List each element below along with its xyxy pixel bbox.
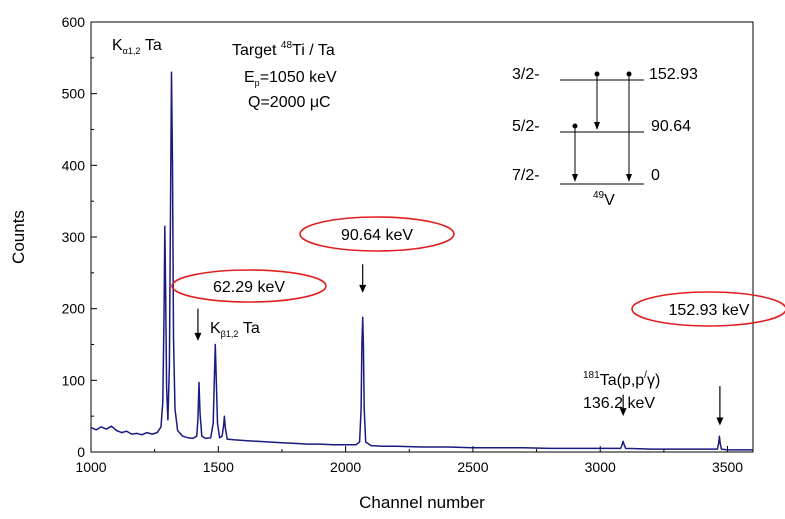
peak-arrows: [194, 264, 724, 426]
x-tick-label: 3500: [712, 459, 743, 475]
peak-62-ellipse: [171, 269, 327, 303]
x-tick-label: 2000: [330, 459, 361, 475]
level-spin-152: 3/2-: [512, 66, 540, 83]
nucleus-label: 49V: [593, 190, 615, 209]
y-tick-label: 300: [62, 229, 86, 245]
spectrum-line: [90, 71, 753, 451]
y-axis-label: Counts: [9, 210, 28, 264]
series-layer: [90, 71, 753, 451]
transition-arrowhead-90-0: [572, 174, 578, 182]
y-tick-label: 500: [62, 86, 86, 102]
x-axis-label: Channel number: [359, 493, 485, 512]
peak-90-ellipse: [299, 216, 455, 252]
reaction-label: 181Ta(p,p/γ): [583, 370, 660, 389]
k-beta-label: Kβ1,2 Ta: [210, 320, 260, 339]
beam-energy-label: Ep=1050 keV: [244, 69, 337, 88]
x-tick-label: 3000: [585, 459, 616, 475]
reaction-energy-label: 136.2 keV: [583, 395, 655, 412]
peak-arrowhead: [619, 408, 627, 417]
level-energy-152: 152.93: [649, 66, 698, 83]
x-tick-label: 1500: [203, 459, 234, 475]
level-spin-90: 5/2-: [512, 118, 540, 135]
y-tick-label: 200: [62, 301, 86, 317]
transition-arrowhead-152-0: [626, 174, 632, 182]
y-tick-label: 0: [77, 444, 85, 460]
level-energy-90: 90.64: [651, 118, 691, 135]
y-tick-label: 600: [62, 14, 86, 30]
transition-arrowhead-152-90: [594, 122, 600, 130]
peak-arrowhead: [359, 284, 367, 293]
peak-62-label: 62.29 keV: [213, 279, 285, 296]
peak-90-label: 90.64 keV: [341, 227, 413, 244]
k-alpha-label: Kα1,2 Ta: [112, 37, 162, 56]
level-scheme: 3/2- 5/2- 7/2- 152.93 90.64 0 49V: [512, 66, 698, 209]
peak-152-label: 152.93 keV: [669, 302, 750, 319]
x-tick-label: 1000: [75, 459, 106, 475]
axis-ticks: 1000 1500 2000 2500 3000 3500 0 100 200 300 400 500…: [62, 14, 744, 475]
level-spin-0: 7/2-: [512, 167, 540, 184]
y-tick-label: 100: [62, 372, 86, 388]
y-tick-label: 400: [62, 157, 86, 173]
peak-arrowhead: [716, 417, 724, 426]
peak-arrowhead: [194, 332, 202, 341]
peak-152-ellipse: [631, 291, 785, 327]
charge-label: Q=2000 μC: [248, 94, 331, 111]
target-label: Target 48Ti / Ta: [232, 40, 335, 59]
level-energy-0: 0: [651, 167, 660, 184]
x-tick-label: 2500: [457, 459, 488, 475]
